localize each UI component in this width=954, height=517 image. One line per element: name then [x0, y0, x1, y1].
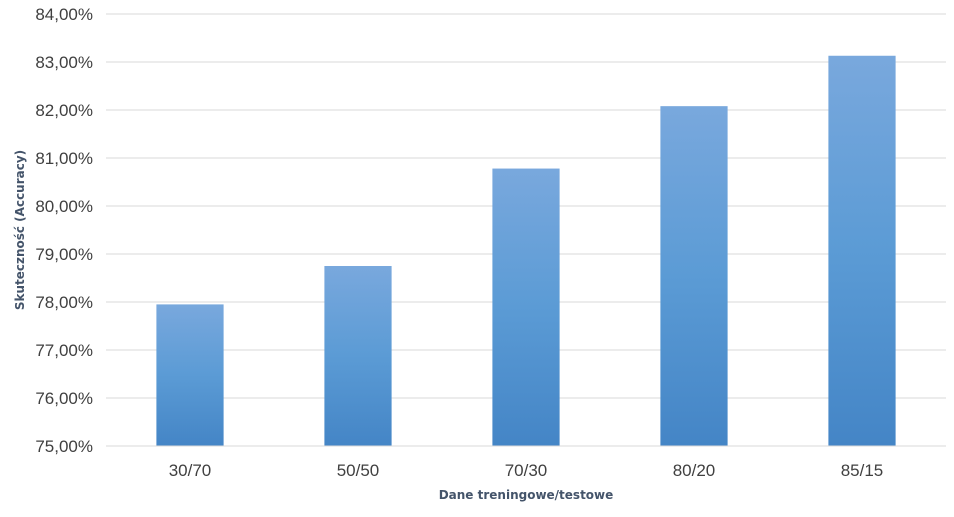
bars [156, 55, 896, 446]
y-axis-title: Skuteczność (Accuracy) [13, 150, 27, 310]
x-tick-label: 70/30 [505, 461, 548, 480]
y-tick-label: 79,00% [35, 245, 93, 264]
y-tick-label: 77,00% [35, 341, 93, 360]
x-axis-title: Dane treningowe/testowe [439, 488, 614, 502]
x-tick-label: 85/15 [841, 461, 884, 480]
y-tick-label: 81,00% [35, 149, 93, 168]
y-tick-label: 75,00% [35, 437, 93, 456]
y-tick-label: 80,00% [35, 197, 93, 216]
x-tick-label: 30/70 [169, 461, 212, 480]
bar-50-50 [324, 266, 392, 446]
y-tick-label: 84,00% [35, 5, 93, 24]
bar-70-30 [492, 168, 560, 446]
y-tick-label: 82,00% [35, 101, 93, 120]
y-tick-label: 78,00% [35, 293, 93, 312]
y-axis-tick-labels: 75,00% 76,00% 77,00% 78,00% 79,00% 80,00% 81,0… [35, 5, 93, 456]
bar-30-70 [156, 304, 224, 446]
bar-85-15 [828, 55, 896, 446]
x-tick-label: 50/50 [337, 461, 380, 480]
x-axis-tick-labels: 30/70 50/50 70/30 80/20 85/15 [169, 461, 884, 480]
y-tick-label: 76,00% [35, 389, 93, 408]
bar-80-20 [660, 106, 728, 446]
y-tick-label: 83,00% [35, 53, 93, 72]
x-tick-label: 80/20 [673, 461, 716, 480]
